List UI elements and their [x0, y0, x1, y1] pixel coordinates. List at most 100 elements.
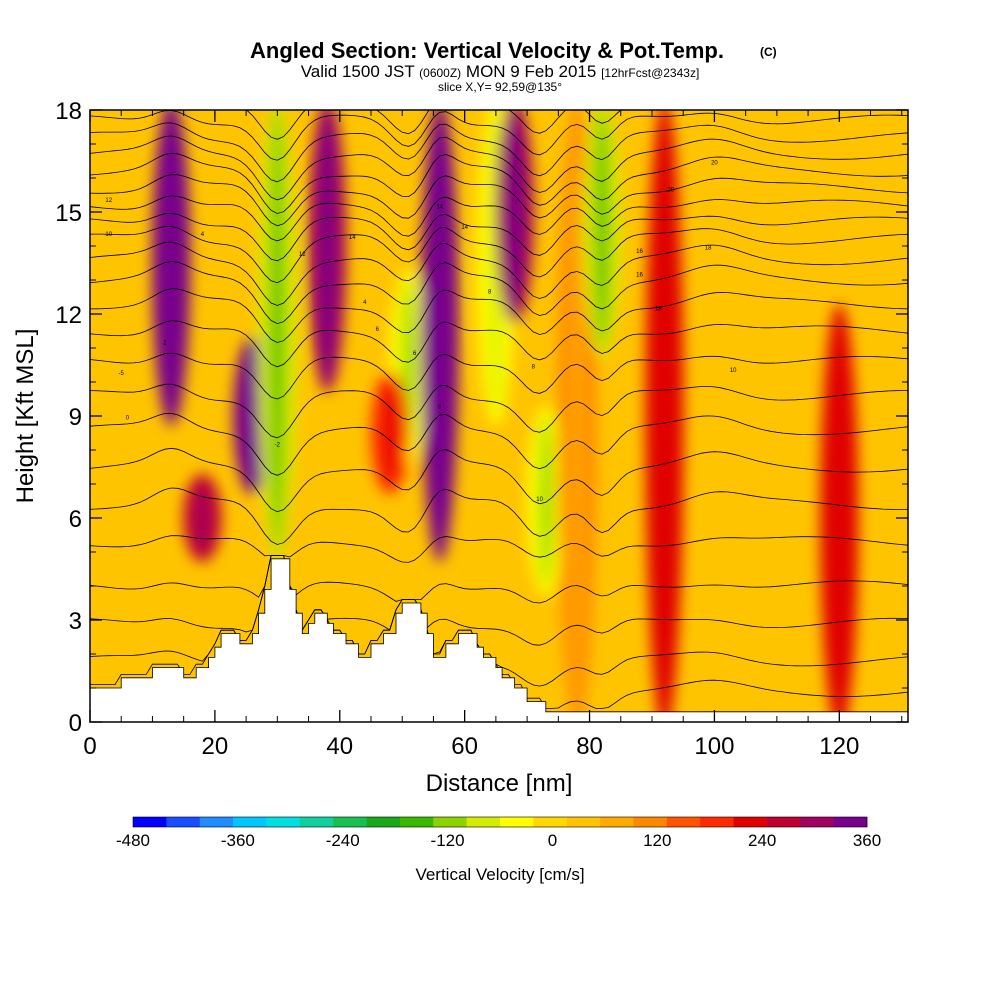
colorbar-swatch-15 — [633, 817, 668, 827]
colorbar-swatch-19 — [766, 817, 801, 827]
isentrope-line-15 — [90, 212, 908, 262]
terrain — [90, 558, 908, 722]
isentrope-line-17 — [90, 174, 908, 227]
isentrope-line-12 — [90, 261, 908, 325]
isentrope-line-16 — [90, 195, 908, 242]
velocity-core-12 — [832, 314, 846, 722]
colorbar-swatch-16 — [666, 817, 701, 827]
isentrope-label-20: 16 — [636, 273, 643, 279]
isentrope-line-1 — [90, 555, 908, 687]
colorbar-swatch-14 — [600, 817, 634, 827]
isentrope-label-9: 8 — [488, 290, 492, 296]
isentrope-label-4: 4 — [201, 232, 205, 238]
velocity-core-5 — [433, 110, 447, 552]
isentrope-line-13 — [90, 241, 908, 306]
isentrope-line-21 — [90, 110, 908, 161]
isentrope-label-3: 2 — [163, 341, 167, 347]
isentrope-line-4 — [90, 535, 908, 563]
plot-area: -5 -2 0 2 4 4 6 6 8 8 8 10 10 10 12 12 14 14 14 16 16 18 18 20 2… — [90, 110, 908, 722]
isentrope-label-2: 0 — [126, 415, 130, 421]
y-tick-label-3: 9 — [69, 404, 82, 431]
velocity-core-8 — [539, 416, 553, 586]
isentrope-label-0: -5 — [119, 371, 125, 377]
x-axis-label: Distance [nm] — [426, 770, 573, 797]
y-axis-label: Height [Kft MSL] — [12, 329, 39, 504]
velocity-core-11 — [657, 110, 671, 722]
x-tick-label-1: 20 — [202, 733, 229, 760]
isentrope-label-21: 18 — [655, 307, 662, 313]
isentrope-label-22: 18 — [705, 245, 712, 251]
colorbar-tick-label-5: 120 — [643, 831, 671, 850]
isentrope-line-7 — [90, 412, 908, 476]
colorbar-swatch-17 — [700, 817, 734, 827]
y-tick-label-6: 18 — [55, 98, 82, 125]
x-tick-label-4: 80 — [576, 733, 603, 760]
colorbar-swatch-20 — [800, 817, 834, 827]
isentrope-label-18: 14 — [461, 225, 468, 231]
colorbar-label: Vertical Velocity [cm/s] — [415, 865, 584, 884]
isentrope-line-8 — [90, 383, 908, 439]
subtitle-date: MON 9 Feb 2015 — [466, 62, 596, 81]
isentrope-label-14: 12 — [105, 198, 112, 204]
isentrope-line-9 — [90, 352, 908, 400]
isentrope-label-16: 14 — [349, 235, 356, 241]
colorbar-swatch-11 — [500, 817, 534, 827]
x-tick-label-6: 120 — [819, 733, 859, 760]
isentrope-line-10 — [90, 320, 908, 368]
isentrope-label-17: 14 — [436, 205, 443, 211]
subtitle-utc: (0600Z) — [419, 66, 461, 80]
subtitle-fcst: [12hrFcst@2343z] — [601, 66, 699, 80]
isentrope-line-20 — [90, 122, 908, 183]
y-axis: 0 3 6 9 12 15 18 — [55, 98, 908, 737]
y-tick-label-0: 0 — [69, 710, 82, 737]
isentrope-label-24: 20 — [711, 160, 718, 166]
colorbar-swatch-13 — [566, 817, 601, 827]
colorbar-swatch-1 — [166, 817, 201, 827]
y-tick-label-2: 6 — [69, 506, 82, 533]
isentrope-label-7: 6 — [413, 351, 417, 357]
colorbar-swatch-4 — [266, 817, 301, 827]
isentrope-line-18 — [90, 152, 908, 214]
isentrope-label-5: 4 — [363, 300, 367, 306]
isentrope-label-8: 8 — [438, 405, 442, 411]
colorbar-swatch-0 — [133, 817, 167, 827]
colorbar-swatch-7 — [366, 817, 401, 827]
isentrope-layer: -5 -2 0 2 4 4 6 6 8 8 8 10 10 10 12 12 14 14 14 16 16 18 18 20 2… — [90, 110, 908, 709]
velocity-core-13 — [195, 484, 209, 552]
chart-title-units: (C) — [760, 45, 777, 59]
colorbar-tick-label-7: 360 — [853, 831, 881, 850]
velocity-core-7 — [508, 110, 522, 314]
isentrope-line-19 — [90, 135, 908, 201]
isentrope-label-6: 6 — [376, 327, 380, 333]
colorbar-swatch-3 — [233, 817, 267, 827]
colorbar-swatch-21 — [833, 817, 868, 827]
velocity-core-0 — [164, 110, 178, 416]
subtitle-valid: Valid 1500 JST — [301, 62, 415, 81]
x-tick-label-0: 0 — [83, 733, 96, 760]
velocity-field — [152, 110, 859, 722]
isentrope-line-2 — [90, 555, 908, 646]
colorbar-swatch-18 — [733, 817, 768, 827]
colorbar-tick-label-3: -120 — [431, 831, 465, 850]
colorbar-swatch-9 — [433, 817, 467, 827]
isentrope-line-3 — [90, 555, 908, 604]
isentrope-line-14 — [90, 225, 908, 284]
velocity-core-2 — [270, 110, 284, 552]
isentrope-label-15: 12 — [299, 252, 306, 258]
colorbar-tick-label-0: -480 — [116, 831, 150, 850]
colorbar-tick-label-2: -240 — [326, 831, 360, 850]
colorbar-swatch-8 — [399, 817, 434, 827]
isentrope-label-10: 8 — [532, 364, 536, 370]
isentrope-line-6 — [90, 447, 908, 513]
colorbar-tick-label-1: -360 — [221, 831, 255, 850]
y-tick-label-5: 15 — [55, 200, 82, 227]
colorbar-swatch-12 — [533, 817, 568, 827]
isentrope-line-11 — [90, 288, 908, 343]
isentrope-label-23: 20 — [667, 188, 674, 194]
colorbar-frame — [132, 816, 868, 828]
velocity-core-1 — [245, 348, 259, 484]
colorbar-swatch-6 — [333, 817, 367, 827]
isentrope-label-13: 10 — [105, 232, 112, 238]
x-tick-label-2: 40 — [326, 733, 353, 760]
isentrope-label-19: 16 — [636, 249, 643, 255]
